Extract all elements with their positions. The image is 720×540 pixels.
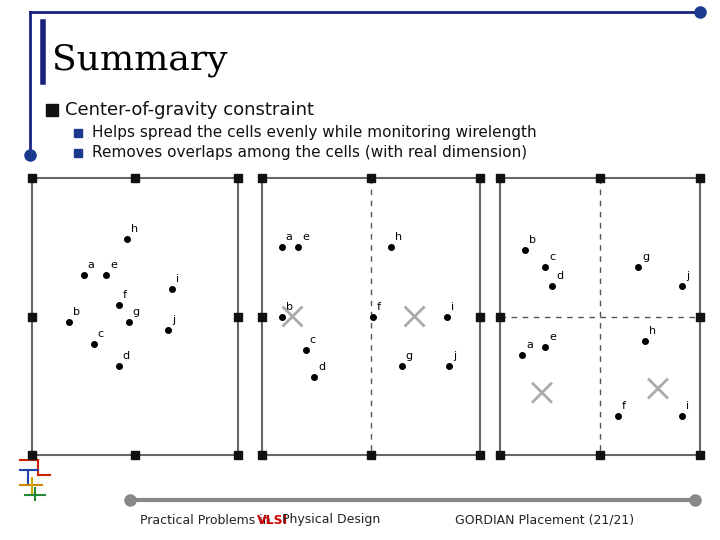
Text: c: c (549, 252, 555, 262)
Bar (262, 178, 480, 455)
Text: j: j (172, 315, 175, 325)
Text: h: h (649, 326, 656, 336)
Text: i: i (451, 301, 454, 312)
Text: c: c (98, 329, 104, 339)
Bar (32, 178, 238, 455)
Text: Center-of-gravity constraint: Center-of-gravity constraint (65, 101, 314, 119)
Bar (500, 178, 700, 455)
Text: i: i (686, 401, 689, 411)
Text: c: c (310, 335, 316, 345)
Text: j: j (686, 271, 689, 281)
Text: Practical Problems in: Practical Problems in (140, 514, 274, 526)
Text: b: b (73, 307, 80, 317)
Text: g: g (405, 352, 413, 361)
Text: a: a (526, 340, 533, 350)
Text: d: d (556, 271, 563, 281)
Text: j: j (454, 352, 456, 361)
Text: h: h (131, 224, 138, 234)
Text: VLSI: VLSI (256, 514, 288, 526)
Text: d: d (318, 362, 325, 373)
Text: i: i (176, 274, 179, 284)
Text: e: e (549, 332, 556, 342)
Text: f: f (377, 301, 381, 312)
Text: f: f (622, 401, 626, 411)
Text: h: h (395, 232, 402, 242)
Text: GORDIAN Placement (21/21): GORDIAN Placement (21/21) (455, 514, 634, 526)
Text: d: d (122, 352, 130, 361)
Text: Removes overlaps among the cells (with real dimension): Removes overlaps among the cells (with r… (92, 145, 527, 160)
Text: b: b (529, 235, 536, 245)
Text: Physical Design: Physical Design (278, 514, 380, 526)
Text: Summary: Summary (52, 43, 228, 77)
Text: e: e (302, 232, 309, 242)
Text: g: g (132, 307, 140, 317)
Text: g: g (642, 252, 649, 262)
Text: e: e (110, 260, 117, 270)
Text: f: f (122, 291, 127, 300)
Text: Helps spread the cells evenly while monitoring wirelength: Helps spread the cells evenly while moni… (92, 125, 536, 140)
Text: b: b (286, 301, 292, 312)
Text: a: a (88, 260, 94, 270)
Text: a: a (286, 232, 292, 242)
